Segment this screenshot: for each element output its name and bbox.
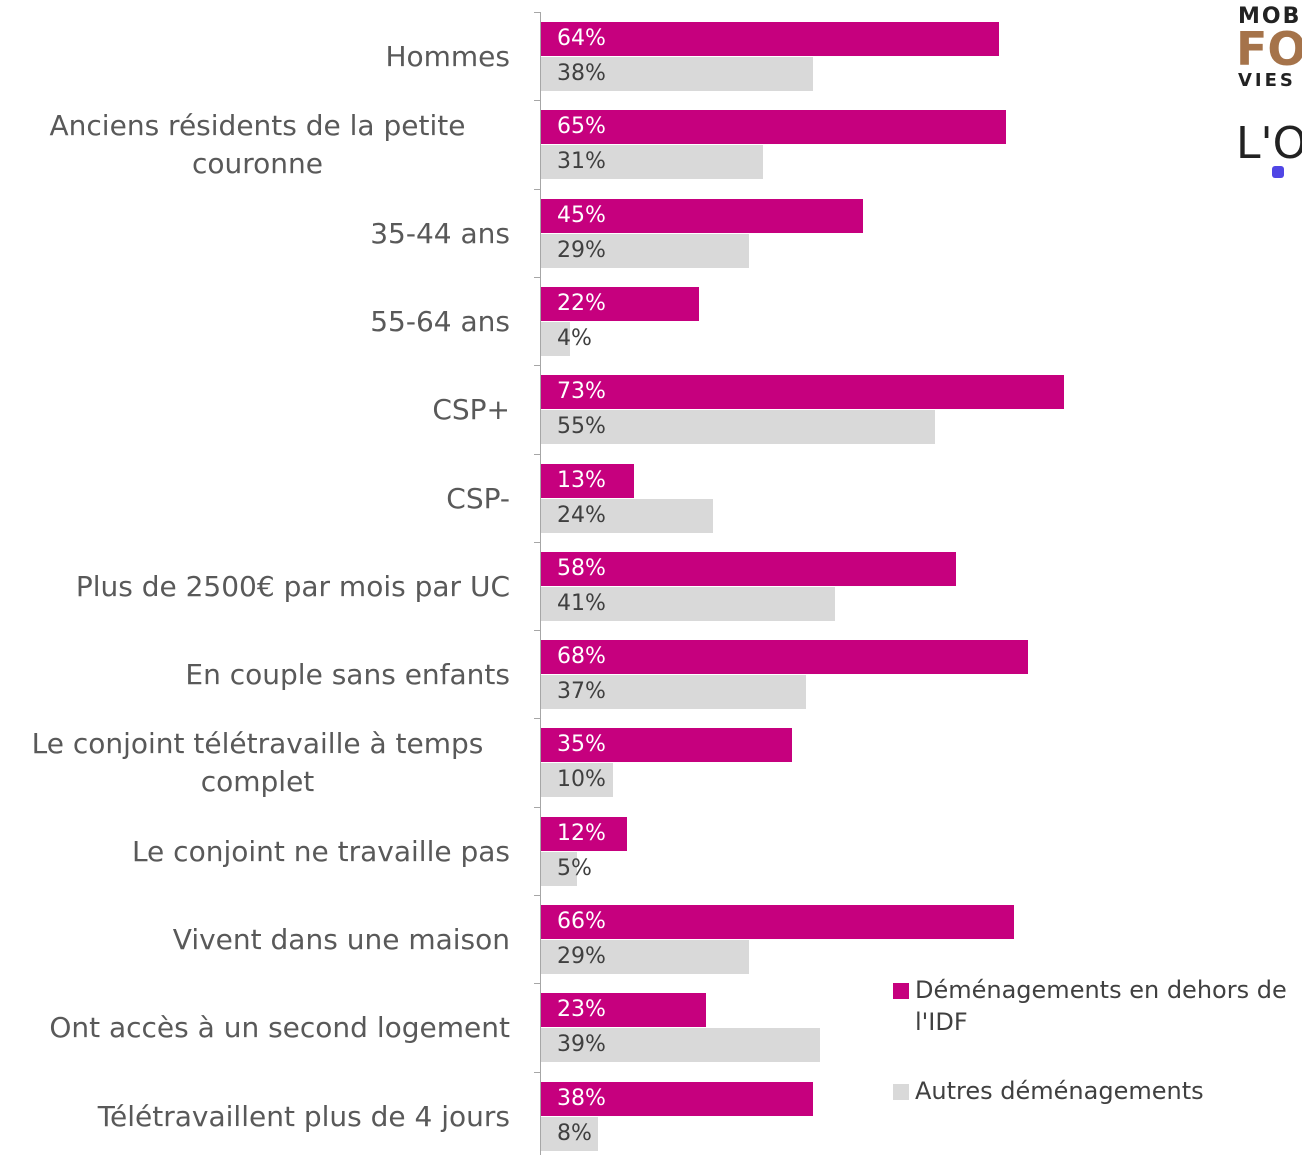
tick-mark — [534, 895, 540, 896]
category-label: Anciens résidents de la petite couronne — [49, 109, 466, 181]
bar — [541, 1081, 814, 1116]
tick-mark — [534, 1071, 540, 1073]
axis-line — [540, 12, 541, 1155]
tick-mark — [534, 718, 540, 720]
bar — [541, 1028, 821, 1063]
bar — [541, 728, 792, 763]
value-label: 39% — [557, 1032, 606, 1058]
tick-mark — [534, 188, 540, 190]
category-label: Télétravaillent plus de 4 jours — [97, 1099, 510, 1133]
legend-item: Autres déménagements — [893, 1075, 1298, 1107]
category-label: CSP+ — [432, 393, 510, 427]
tick-mark — [534, 541, 540, 543]
bar — [541, 1116, 599, 1151]
tick-mark — [534, 100, 540, 102]
tick-mark — [534, 12, 540, 13]
category-label: CSP- — [446, 481, 510, 515]
tick-mark — [534, 365, 540, 367]
category-label: Le conjoint télétravaille à temps comple… — [31, 727, 484, 799]
category-label: Le conjoint ne travaille pas — [131, 834, 510, 868]
bar — [541, 375, 1064, 410]
bar — [541, 198, 864, 233]
tick-mark — [534, 806, 540, 808]
category-label: En couple sans enfants — [185, 658, 510, 692]
bar — [541, 463, 635, 498]
bar — [541, 851, 577, 886]
bar — [541, 675, 806, 710]
legend-item: Déménagements en dehors de l'IDF — [893, 974, 1298, 1038]
category-label: Plus de 2500€ par mois par UC — [75, 569, 510, 603]
bar — [541, 22, 1000, 56]
value-label: 8% — [557, 1120, 592, 1146]
value-label: 22% — [557, 290, 606, 316]
logo-text: MOBI — [1238, 4, 1302, 29]
legend-swatch — [893, 1084, 909, 1100]
value-label: 64% — [557, 26, 606, 51]
bar — [541, 905, 1014, 939]
value-label: 55% — [557, 414, 606, 440]
logo-mark: L'O — [1236, 118, 1302, 169]
value-label: 23% — [557, 997, 606, 1023]
value-label: 24% — [557, 502, 606, 528]
value-label: 68% — [557, 644, 606, 670]
value-label: 38% — [557, 1085, 606, 1111]
value-label: 13% — [557, 467, 606, 493]
tick-mark — [534, 276, 540, 278]
value-label: 29% — [557, 237, 606, 263]
value-label: 66% — [557, 909, 606, 934]
bar — [541, 940, 749, 974]
value-label: 38% — [557, 61, 606, 86]
legend-swatch — [893, 983, 909, 999]
legend-label: Déménagements en dehors de l'IDF — [915, 976, 1287, 1036]
bar — [541, 551, 957, 586]
bar — [541, 640, 1028, 675]
value-label: 4% — [557, 325, 592, 351]
bar — [541, 57, 814, 91]
value-label: 58% — [557, 555, 606, 581]
value-label: 65% — [557, 114, 606, 140]
value-label: 45% — [557, 202, 606, 228]
tick-mark — [534, 983, 540, 985]
value-label: 35% — [557, 732, 606, 758]
category-label: 55-64 ans — [370, 304, 510, 338]
category-label: Ont accès à un second logement — [49, 1011, 510, 1045]
tick-mark — [534, 453, 540, 455]
category-label: Hommes — [385, 40, 510, 73]
bar — [541, 816, 627, 851]
value-label: 73% — [557, 379, 606, 405]
bar — [541, 410, 935, 445]
bar — [541, 286, 699, 321]
bar — [541, 321, 570, 356]
legend-label: Autres déménagements — [915, 1077, 1204, 1105]
bar — [541, 498, 713, 533]
category-label: Vivent dans une maison — [172, 923, 510, 956]
logo-dot — [1272, 166, 1284, 178]
bar — [541, 110, 1007, 145]
value-label: 41% — [557, 590, 606, 616]
value-label: 5% — [557, 855, 592, 881]
logo-text: VIES — [1238, 70, 1296, 91]
logo-text: FO — [1236, 22, 1302, 76]
bar — [541, 145, 763, 180]
bar — [541, 993, 706, 1028]
bar — [541, 233, 749, 268]
tick-mark — [534, 630, 540, 632]
value-label: 10% — [557, 767, 606, 793]
bar — [541, 586, 835, 621]
value-label: 12% — [557, 820, 606, 846]
value-label: 29% — [557, 944, 606, 969]
value-label: 37% — [557, 679, 606, 705]
value-label: 31% — [557, 149, 606, 175]
bar — [541, 763, 613, 798]
category-label: 35-44 ans — [370, 216, 510, 250]
